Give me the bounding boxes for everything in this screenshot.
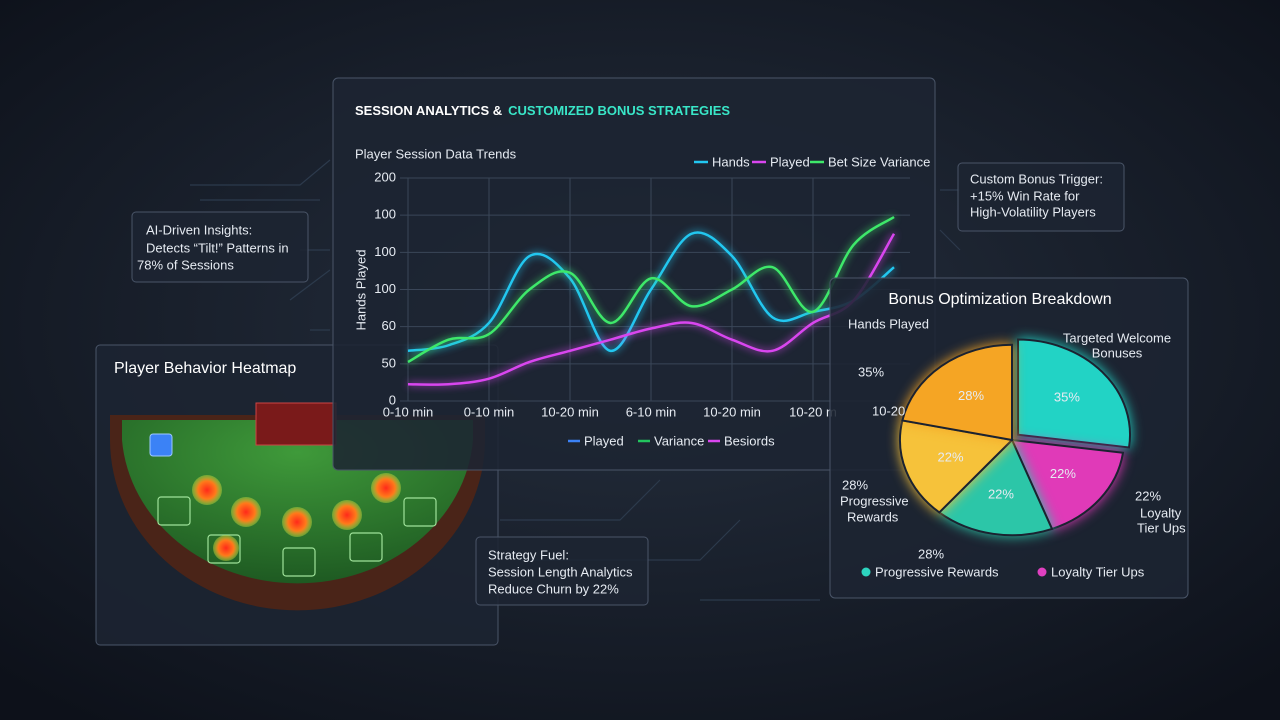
- x-tick-label: 10-20 min: [703, 404, 761, 419]
- chip-tray: [255, 402, 337, 446]
- pie-annotation: 10-20: [872, 403, 905, 418]
- pie-annotation: Bonuses: [1092, 345, 1143, 360]
- pie-annotation: Rewards: [847, 509, 899, 524]
- pie-annotation: Progressive: [840, 493, 909, 508]
- pie-slice: [937, 438, 1054, 537]
- panel-text: +15% Win Rate for: [970, 188, 1080, 203]
- strategy-panel: Strategy Fuel: Session Length Analytics …: [475, 536, 649, 606]
- x-tick-label: 0-10 min: [464, 404, 515, 419]
- y-axis-label: Hands Played: [353, 250, 368, 331]
- legend-label: Variance: [654, 433, 704, 448]
- y-tick-label: 100: [374, 244, 396, 259]
- pie-value-label: 28%: [958, 388, 984, 403]
- y-tick-label: 50: [382, 355, 396, 370]
- panel-title: Custom Bonus Trigger:: [970, 171, 1103, 186]
- legend-label: Played: [584, 433, 624, 448]
- legend-label: Hands: [712, 154, 750, 169]
- chart-title: Player Session Data Trends: [355, 146, 517, 161]
- pie-annotation: Hands Played: [848, 316, 929, 331]
- pie-annotation: Tier Ups: [1137, 520, 1186, 535]
- series-line: [407, 215, 895, 364]
- y-tick-label: 100: [374, 207, 396, 222]
- header-title-part: CUSTOMIZED BONUS STRATEGIES: [508, 103, 730, 118]
- panel-text: High-Volatility Players: [970, 204, 1096, 219]
- header-title-part: SESSION ANALYTICS &: [355, 103, 502, 118]
- legend-label: Bet Size Variance: [828, 154, 930, 169]
- legend-swatch: [1037, 567, 1047, 577]
- chart-title: Bonus Optimization Breakdown: [888, 291, 1111, 308]
- pie-value-label: 22%: [988, 487, 1014, 502]
- pie-value-label: 35%: [1054, 389, 1080, 404]
- pie-slice: [901, 343, 1013, 442]
- panel-text: Detects “Tilt!” Patterns in: [146, 240, 289, 255]
- pie-annotation: 28%: [918, 546, 944, 561]
- pie-annotation: Loyalty: [1140, 505, 1182, 520]
- pie-value-label: 22%: [938, 450, 964, 465]
- card-spots: [157, 496, 437, 577]
- x-tick-label: 6-10 min: [626, 404, 677, 419]
- pie-slice: [1010, 438, 1125, 531]
- pie-value-label: 22%: [1050, 466, 1076, 481]
- legend-label: Loyalty Tier Ups: [1051, 564, 1145, 579]
- pie-annotation: 35%: [858, 364, 884, 379]
- panel-text: 78% of Sessions: [137, 257, 234, 272]
- panel: [475, 536, 649, 606]
- pie-annotation: 28%: [842, 477, 868, 492]
- x-tick-label: 10-20 min: [541, 404, 599, 419]
- panel-title: Player Behavior Heatmap: [114, 360, 296, 377]
- chip-icon: [149, 433, 173, 457]
- heat-spots: [192, 473, 401, 561]
- x-tick-label: 10-20 m: [789, 404, 837, 419]
- y-tick-label: 0: [389, 392, 396, 407]
- panel: [131, 211, 309, 283]
- pie-slice: [899, 419, 1015, 514]
- pie-annotation: 22%: [1135, 488, 1161, 503]
- pie-panel: Bonus Optimization Breakdown 35% 22% 22% 22…: [829, 277, 1189, 599]
- panel: [957, 162, 1125, 232]
- analytics-panel: SESSION ANALYTICS & CUSTOMIZED BONUS STRA…: [332, 77, 936, 471]
- circuit-lines: [190, 159, 961, 601]
- y-tick-label: 100: [374, 281, 396, 296]
- header-title: SESSION ANALYTICS & CUSTOMIZED BONUS STRA…: [355, 103, 730, 118]
- panel-title: AI-Driven Insights:: [146, 222, 252, 237]
- x-tick-label: 0-10 min: [383, 404, 434, 419]
- legend-swatch: [861, 567, 871, 577]
- series-line: [407, 233, 896, 386]
- panel-text: Reduce Churn by 22%: [488, 581, 619, 596]
- y-tick-label: 200: [374, 169, 396, 184]
- insights-panel: AI-Driven Insights: Detects “Tilt!” Patt…: [131, 211, 309, 283]
- panel-text: Session Length Analytics: [488, 564, 633, 579]
- legend-label: Besiords: [724, 433, 775, 448]
- panel: [332, 77, 936, 471]
- legend-label: Played: [770, 154, 810, 169]
- y-tick-label: 60: [382, 318, 396, 333]
- panel-title: Strategy Fuel:: [488, 547, 569, 562]
- legend-label: Progressive Rewards: [875, 564, 999, 579]
- pie-annotation: Targeted Welcome: [1063, 330, 1171, 345]
- pie-slice: [1017, 338, 1131, 449]
- trigger-panel: Custom Bonus Trigger: +15% Win Rate for …: [957, 162, 1125, 232]
